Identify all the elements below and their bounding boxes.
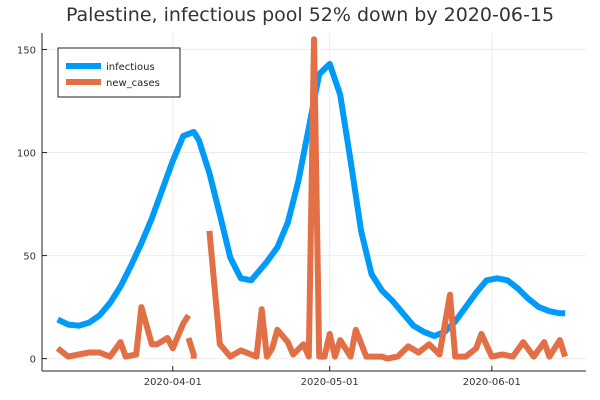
y-tick-label: 50 xyxy=(23,252,36,263)
series-line-infectious xyxy=(56,60,566,339)
x-tick-label: 2020-05-01 xyxy=(301,377,359,388)
legend-label-new-cases: new_cases xyxy=(106,78,160,89)
x-tick-label: 2020-04-01 xyxy=(144,377,202,388)
series-line-new-cases xyxy=(55,304,192,360)
y-tick-label: 150 xyxy=(17,45,36,56)
axes: 0 50 100 150 2020-04-01 2020-05-01 2020-06-01 xyxy=(17,33,586,388)
legend-box xyxy=(57,47,181,98)
x-tick-label: 2020-06-01 xyxy=(463,377,521,388)
y-tick-label: 0 xyxy=(30,355,36,366)
plot-area xyxy=(55,36,568,362)
legend: infectious new_cases xyxy=(57,47,181,98)
chart-title: Palestine, infectious pool 52% down by 2… xyxy=(66,4,554,26)
series-line-new-cases xyxy=(185,337,197,359)
y-tick-label: 100 xyxy=(17,149,36,160)
series-line-new-cases xyxy=(206,36,568,362)
legend-label-infectious: infectious xyxy=(106,62,155,73)
